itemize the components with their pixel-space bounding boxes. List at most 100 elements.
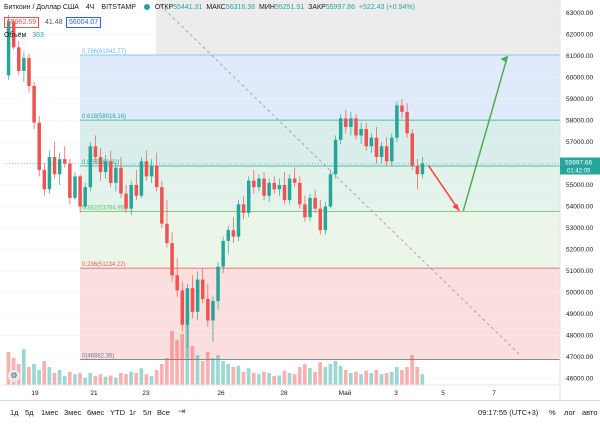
volume-bar-32 bbox=[170, 331, 174, 385]
volume-bar-3 bbox=[21, 349, 26, 385]
price-chart[interactable]: 0.786(61042.77)0.618(58016.16)0.5(55882.… bbox=[0, 0, 600, 400]
candle-body-30 bbox=[160, 187, 164, 224]
candle-body-16 bbox=[88, 146, 93, 188]
candle-6 bbox=[37, 116, 41, 177]
volume-bar-48 bbox=[251, 373, 256, 385]
candle-body-31 bbox=[165, 223, 169, 244]
candle-46 bbox=[241, 195, 246, 220]
countdown-value: 01:42:05 bbox=[567, 169, 591, 175]
candle-body-28 bbox=[149, 165, 154, 177]
candle-body-38 bbox=[200, 279, 205, 299]
candle-body-64 bbox=[333, 139, 338, 175]
volume-bar-70 bbox=[364, 370, 368, 385]
sell-button[interactable]: 55962.59 bbox=[4, 17, 40, 28]
candle-body-5 bbox=[32, 86, 36, 123]
time-tick-3: 26 bbox=[217, 390, 225, 397]
volume-label: Объём bbox=[4, 32, 27, 39]
volume-bar-13 bbox=[73, 374, 77, 385]
candle-body-26 bbox=[139, 161, 144, 196]
fibonacci-zones bbox=[80, 0, 560, 360]
candle-body-2 bbox=[17, 47, 21, 71]
volume-bar-33 bbox=[175, 340, 179, 385]
timeframe-5d[interactable]: 5д bbox=[25, 408, 34, 417]
candle-body-4 bbox=[27, 58, 31, 87]
volume-bar-8 bbox=[47, 367, 52, 385]
timeframe-5y[interactable]: 5л bbox=[143, 408, 152, 417]
volume-bar-68 bbox=[354, 371, 358, 385]
timeframe-6m[interactable]: 6мес bbox=[87, 408, 105, 417]
volume-bar-74 bbox=[384, 373, 389, 385]
volume-bar-77 bbox=[400, 370, 404, 385]
open-label: ОТКР bbox=[154, 4, 174, 11]
timeframe-ytd[interactable]: YTD bbox=[110, 408, 125, 417]
candle-21 bbox=[114, 163, 118, 192]
candle-30 bbox=[160, 180, 164, 228]
candle-body-70 bbox=[364, 129, 368, 147]
price-tick-5: 58000.00 bbox=[566, 117, 593, 124]
volume-bar-61 bbox=[318, 362, 323, 385]
price-axis[interactable]: 63000.00 62000.00 61000.00 60000.00 59000.00… bbox=[559, 0, 600, 400]
forecast-up-arrow bbox=[462, 55, 509, 211]
candle-59 bbox=[308, 193, 312, 222]
candle-body-45 bbox=[236, 204, 241, 237]
forecast-arrows[interactable] bbox=[427, 55, 509, 212]
candle-17 bbox=[93, 135, 98, 164]
candle-61 bbox=[318, 200, 323, 235]
timeframe-1d[interactable]: 1д bbox=[10, 408, 19, 417]
time-tick-5: Май bbox=[339, 389, 352, 397]
timeframe-1m[interactable]: 1мес bbox=[41, 408, 59, 417]
percent-toggle[interactable]: % bbox=[549, 408, 556, 417]
candle-38 bbox=[200, 268, 205, 304]
interval-label[interactable]: 4Ч bbox=[85, 4, 95, 11]
fib-label-5: 0(46882.35) bbox=[82, 354, 114, 360]
auto-toggle[interactable]: авто bbox=[582, 408, 598, 417]
candle-19 bbox=[103, 154, 108, 179]
timeframe-all[interactable]: Все bbox=[157, 408, 170, 417]
volume-bar-62 bbox=[323, 367, 328, 385]
buy-button[interactable]: 56004.07 bbox=[66, 17, 102, 28]
candle-body-25 bbox=[134, 184, 139, 196]
candle-body-22 bbox=[119, 167, 123, 194]
volume-bar-14 bbox=[78, 373, 82, 385]
candle-72 bbox=[374, 126, 379, 164]
timeframe-3m[interactable]: 3мес bbox=[64, 408, 82, 417]
open-value: 55441.31 bbox=[173, 4, 203, 11]
candle-body-40 bbox=[211, 301, 215, 321]
candle-64 bbox=[333, 135, 338, 179]
forecast-up-arrowhead bbox=[500, 55, 508, 63]
candle-22 bbox=[119, 157, 123, 198]
candle-51 bbox=[267, 178, 271, 203]
time-axis[interactable]: 19 21 23 26 28 Май 3 5 7 bbox=[0, 384, 560, 397]
candle-body-57 bbox=[298, 182, 302, 205]
candle-body-74 bbox=[384, 146, 389, 162]
log-toggle[interactable]: лог bbox=[564, 408, 576, 417]
symbol-name[interactable]: Биткоин / Доллар США bbox=[4, 4, 79, 11]
volume-bar-51 bbox=[267, 373, 271, 385]
candle-body-0 bbox=[6, 21, 11, 76]
time-tick-1: 21 bbox=[90, 390, 98, 397]
candle-body-27 bbox=[144, 161, 149, 177]
candle-60 bbox=[313, 189, 317, 213]
candle-body-80 bbox=[415, 165, 420, 175]
candle-body-13 bbox=[73, 176, 77, 198]
candle-body-34 bbox=[180, 290, 185, 325]
candle-10 bbox=[57, 152, 62, 185]
candle-50 bbox=[262, 172, 266, 201]
volume-bar-78 bbox=[405, 367, 409, 385]
volume-bar-55 bbox=[287, 373, 292, 385]
candle-16 bbox=[88, 141, 93, 192]
date-range-icon[interactable]: ⇥ bbox=[178, 406, 186, 416]
volume-bar-46 bbox=[241, 371, 246, 385]
volume-bar-37 bbox=[195, 355, 200, 385]
volume-bar-64 bbox=[333, 361, 338, 385]
candle-body-71 bbox=[369, 137, 374, 147]
volume-bar-69 bbox=[359, 374, 363, 385]
price-tick-4: 59000.00 bbox=[566, 96, 593, 103]
candle-body-43 bbox=[226, 230, 231, 241]
timeframe-1y[interactable]: 1г bbox=[129, 408, 136, 417]
chart-settings-icon[interactable]: ⚙ bbox=[8, 370, 20, 382]
volume-value: 363 bbox=[32, 32, 44, 39]
candle-33 bbox=[175, 258, 179, 297]
clock-label[interactable]: 09:17:55 (UTC+3) bbox=[478, 408, 539, 417]
volume-bar-41 bbox=[216, 355, 220, 385]
